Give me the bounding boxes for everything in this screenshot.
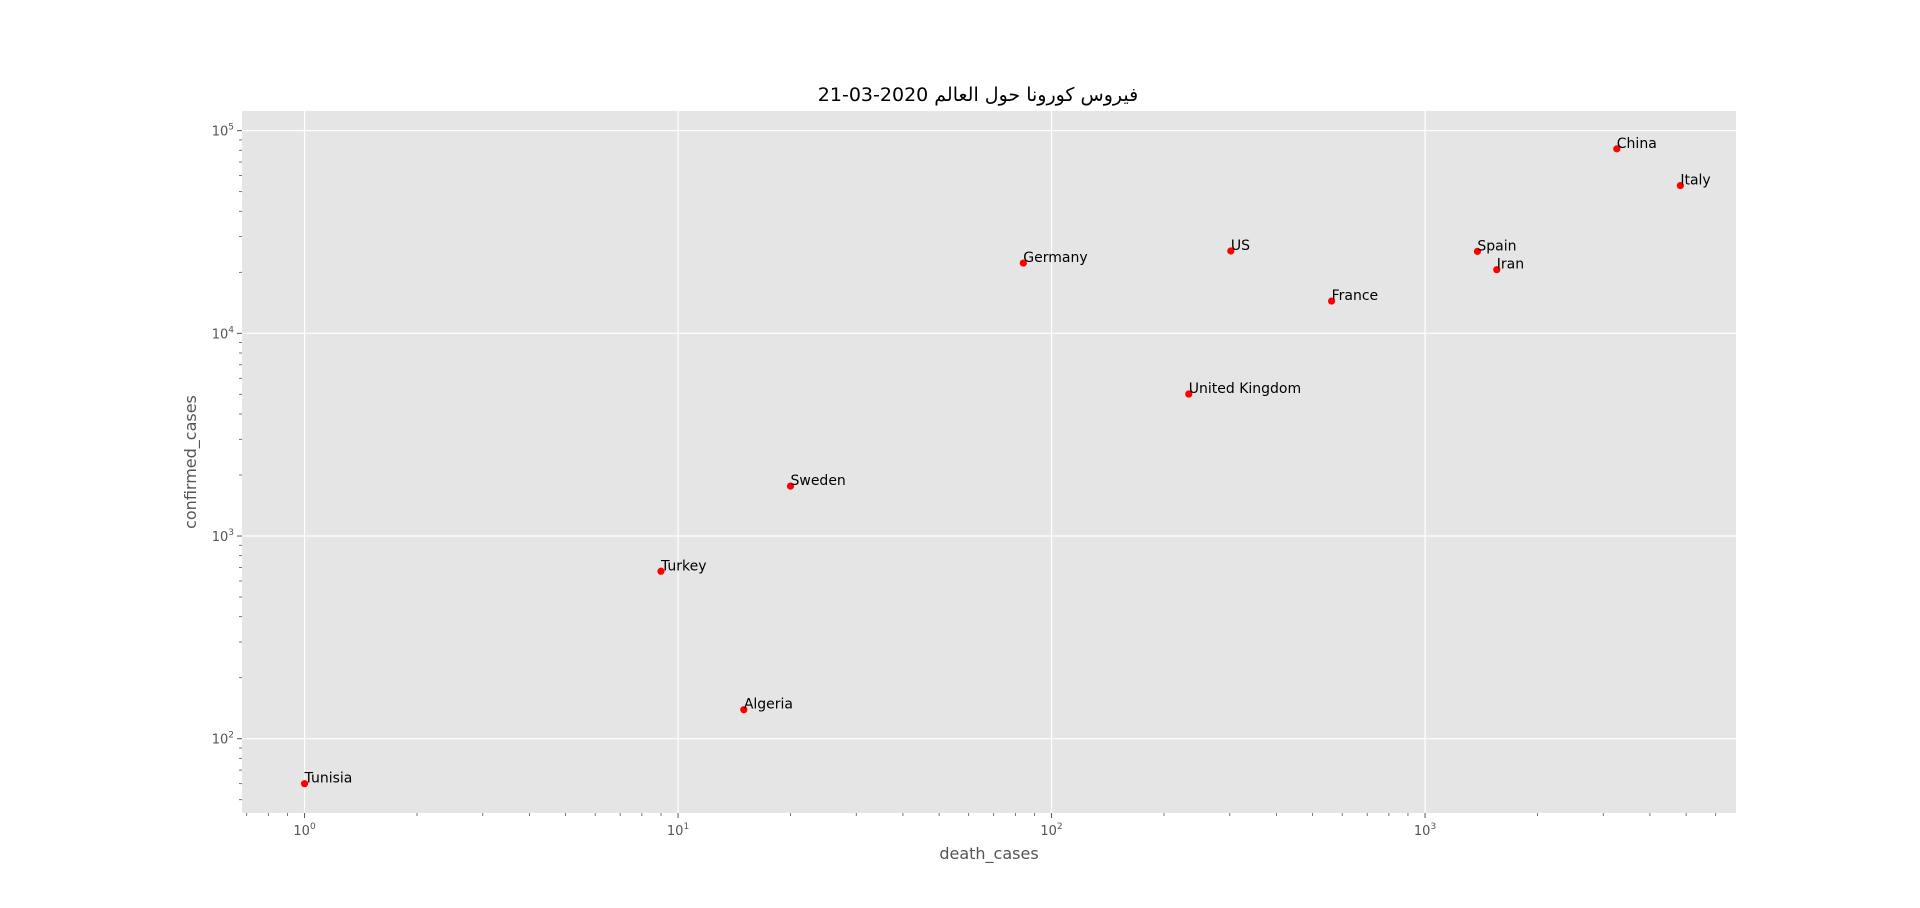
- data-point-china: [1613, 145, 1621, 153]
- x-tick-label-3: 103: [1414, 822, 1436, 839]
- point-label-iran: Iran: [1497, 257, 1524, 273]
- x-axis-label: death_cases: [939, 844, 1038, 864]
- y-tick-label-0: 102: [212, 731, 234, 748]
- data-point-algeria: [740, 706, 748, 714]
- y-tick-label-2: 104: [212, 325, 235, 342]
- data-point-germany: [1019, 259, 1027, 267]
- y-tick-label-3: 105: [212, 123, 234, 140]
- data-point-spain: [1473, 247, 1482, 255]
- point-label-tunisia: Tunisia: [304, 771, 353, 787]
- plot-area: [242, 111, 1736, 813]
- x-tick-label-1: 101: [667, 822, 689, 839]
- data-points: [300, 145, 1684, 788]
- y-tick-label-1: 103: [212, 528, 234, 545]
- data-point-iran: [1493, 266, 1501, 274]
- data-point-france: [1327, 297, 1336, 305]
- y-axis-label: confirmed_cases: [181, 395, 201, 529]
- x-tick-label-0: 100: [293, 822, 316, 839]
- point-label-sweden: Sweden: [790, 473, 845, 489]
- data-point-sweden: [786, 482, 795, 490]
- x-axis-ticks: 100 101 102 103: [293, 813, 1436, 839]
- data-point-italy: [1676, 181, 1684, 190]
- data-point-united-kingdom: [1185, 390, 1193, 398]
- point-labels: Tunisia Turkey Algeria Sweden Germany United …: [304, 136, 1711, 787]
- point-label-united-kingdom: United Kingdom: [1189, 381, 1301, 397]
- point-label-algeria: Algeria: [744, 697, 793, 713]
- data-point-tunisia: [300, 780, 309, 788]
- point-label-germany: Germany: [1023, 250, 1087, 266]
- point-label-us: US: [1231, 238, 1250, 254]
- data-point-us: [1227, 247, 1235, 255]
- point-label-italy: Italy: [1680, 173, 1710, 189]
- point-label-spain: Spain: [1477, 238, 1516, 254]
- grid-lines: [242, 111, 1736, 813]
- point-label-turkey: Turkey: [660, 558, 707, 574]
- point-label-france: France: [1332, 288, 1379, 304]
- minor-ticks: [239, 139, 1717, 816]
- point-label-china: China: [1617, 136, 1657, 152]
- x-tick-label-2: 102: [1040, 822, 1062, 839]
- data-point-turkey: [657, 567, 665, 575]
- chart-title: فيروس كورونا حول العالم 2020-03-21: [818, 84, 1138, 106]
- y-axis-ticks: 102 103 104 105: [212, 123, 242, 748]
